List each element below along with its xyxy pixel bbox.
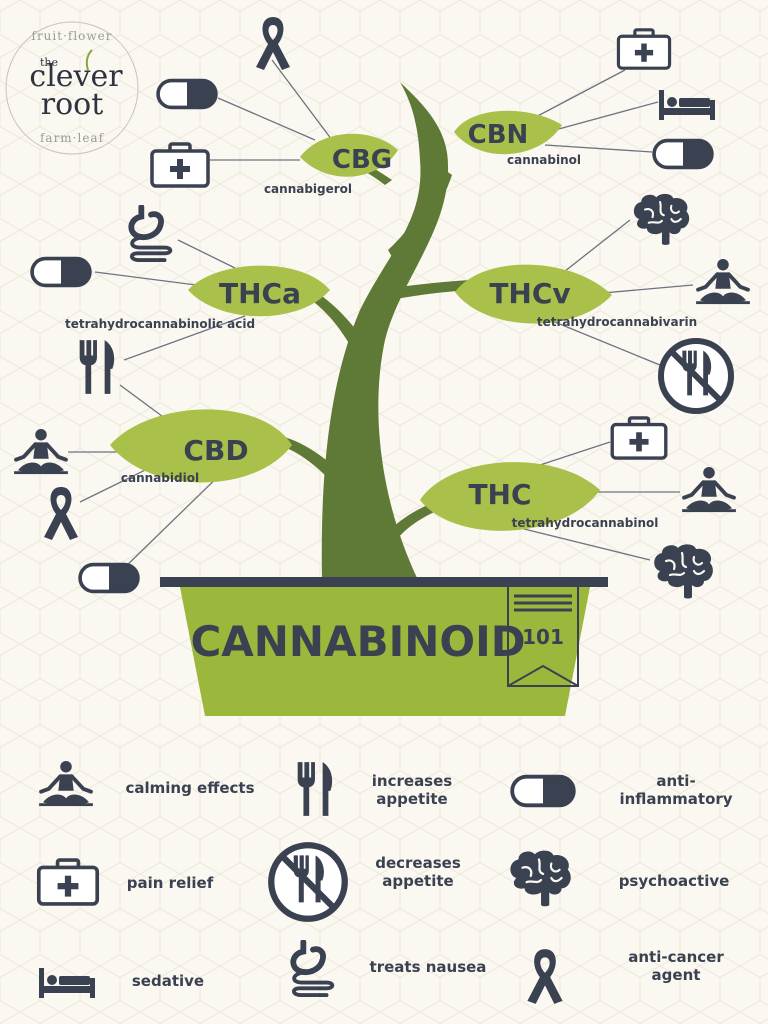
cbg-name: cannabigerol bbox=[264, 182, 352, 196]
legend-label: anti-cancer agent bbox=[628, 948, 724, 984]
cbn-name: cannabinol bbox=[507, 153, 581, 167]
medkit-icon bbox=[36, 858, 100, 906]
logo-root: root bbox=[41, 87, 104, 122]
legend-item: decreases appetite bbox=[271, 845, 461, 919]
thca-name: tetrahydrocannabinolic acid bbox=[65, 317, 255, 331]
pot-title: CANNABINOID bbox=[190, 617, 525, 666]
pill-icon bbox=[30, 256, 92, 288]
legend-item: pain relief bbox=[36, 858, 214, 906]
legend-label: anti-inflammatory bbox=[619, 772, 732, 808]
legend: calming effects increases appetite anti-i… bbox=[36, 760, 733, 1004]
no-food-icon bbox=[661, 341, 731, 411]
thcv-abbr: THCv bbox=[489, 277, 570, 310]
thc-abbr: THC bbox=[468, 478, 531, 511]
legend-item: sedative bbox=[39, 968, 204, 998]
cbg-abbr: CBG bbox=[332, 145, 392, 175]
legend-item: increases appetite bbox=[297, 762, 453, 816]
no-food-icon bbox=[271, 845, 345, 919]
legend-label: psychoactive bbox=[619, 872, 730, 890]
medkit-icon bbox=[150, 142, 210, 188]
pill-icon bbox=[156, 78, 218, 110]
thc-name: tetrahydrocannabinol bbox=[512, 516, 659, 530]
cbd-name: cannabidiol bbox=[121, 471, 199, 485]
clever-root-logo: fruit·flower the clever root farm·leaf bbox=[5, 21, 139, 155]
badge: 101 bbox=[507, 585, 579, 687]
legend-label: decreases appetite bbox=[375, 854, 461, 890]
thcv-name: tetrahydrocannabivarin bbox=[537, 315, 697, 329]
legend-label: sedative bbox=[132, 972, 204, 990]
legend-label: treats nausea bbox=[370, 958, 487, 976]
legend-label: increases appetite bbox=[372, 772, 453, 808]
pill-icon bbox=[78, 562, 140, 594]
legend-label: calming effects bbox=[125, 779, 254, 797]
logo-arc-top: fruit·flower bbox=[32, 29, 113, 43]
cbd-abbr: CBD bbox=[183, 434, 248, 467]
cbn-abbr: CBN bbox=[468, 120, 529, 150]
thca-abbr: THCa bbox=[219, 277, 301, 310]
legend-item: calming effects bbox=[37, 760, 255, 808]
legend-item: anti-cancer agent bbox=[527, 948, 724, 1004]
medkit-icon bbox=[610, 416, 668, 460]
legend-item: anti-inflammatory bbox=[510, 772, 733, 808]
pill-icon bbox=[652, 138, 714, 170]
cannabinoid-labels: CBG cannabigerol CBN cannabinol THCa tet… bbox=[65, 120, 697, 530]
leaves bbox=[110, 110, 612, 531]
badge-text: 101 bbox=[522, 625, 564, 649]
legend-item: treats nausea bbox=[293, 942, 486, 995]
logo-clever: clever bbox=[29, 59, 123, 94]
medkit-icon bbox=[616, 28, 672, 70]
legend-label: pain relief bbox=[127, 874, 214, 892]
pill-icon bbox=[510, 774, 576, 808]
pot: CANNABINOID 101 bbox=[160, 577, 608, 716]
logo-arc-bottom: farm·leaf bbox=[40, 131, 105, 145]
legend-item: psychoactive bbox=[509, 849, 730, 908]
logo-the: the bbox=[40, 56, 58, 69]
